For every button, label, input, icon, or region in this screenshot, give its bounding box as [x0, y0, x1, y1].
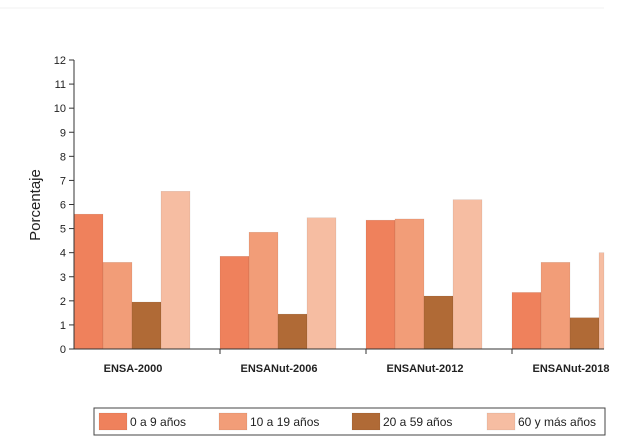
y-tick-label-10: 10: [54, 103, 66, 115]
legend-box: [93, 407, 606, 436]
bar-2-3: [452, 199, 483, 350]
y-tick-label-8: 8: [60, 151, 66, 163]
bar-3-1: [540, 262, 571, 350]
bar-2-1: [394, 218, 425, 350]
legend-swatch-1: [218, 412, 248, 431]
bar-3-0: [511, 292, 542, 350]
x-tick-label-3: ENSANut-2018: [532, 363, 609, 375]
y-axis-label: Porcentaje: [27, 169, 44, 241]
y-tick-label-5: 5: [60, 224, 66, 236]
bar-3-3: [598, 252, 605, 350]
legend-swatch-0: [98, 412, 128, 431]
bar-0-1: [102, 262, 133, 350]
y-tick-label-9: 9: [60, 127, 66, 139]
legend-label-1: 10 a 19 años: [250, 415, 319, 429]
y-tick-label-4: 4: [60, 248, 66, 260]
x-tick-label-1: ENSANut-2006: [240, 363, 317, 375]
x-tick-label-0: ENSA-2000: [104, 363, 163, 375]
bar-0-2: [131, 301, 162, 350]
legend-swatch-3: [486, 412, 516, 431]
x-tick-label-2: ENSANut-2012: [386, 363, 463, 375]
y-tick-label-12: 12: [54, 55, 66, 67]
legend: 0 a 9 años 10 a 19 años 20 a 59 años 60 y m…: [93, 407, 606, 436]
y-tick-label-1: 1: [60, 320, 66, 332]
y-tick-label-7: 7: [60, 175, 66, 187]
legend-swatch-2: [351, 412, 381, 431]
bar-0-0: [73, 213, 104, 350]
legend-label-0: 0 a 9 años: [130, 415, 186, 429]
bar-3-2: [569, 317, 600, 350]
y-tick-label-11: 11: [55, 79, 66, 91]
y-tick-label-3: 3: [60, 272, 66, 284]
legend-label-3: 60 y más años: [518, 415, 596, 429]
y-tick-label-6: 6: [60, 200, 66, 212]
bar-0-3: [160, 191, 191, 350]
legend-label-2: 20 a 59 años: [383, 415, 452, 429]
bar-1-1: [248, 231, 279, 350]
y-tick-label-0: 0: [60, 344, 66, 356]
bar-1-3: [306, 217, 337, 350]
bar-2-2: [423, 295, 454, 350]
bar-1-0: [219, 256, 250, 350]
bar-2-0: [365, 219, 396, 350]
bar-1-2: [277, 313, 308, 350]
y-tick-label-2: 2: [60, 296, 66, 308]
